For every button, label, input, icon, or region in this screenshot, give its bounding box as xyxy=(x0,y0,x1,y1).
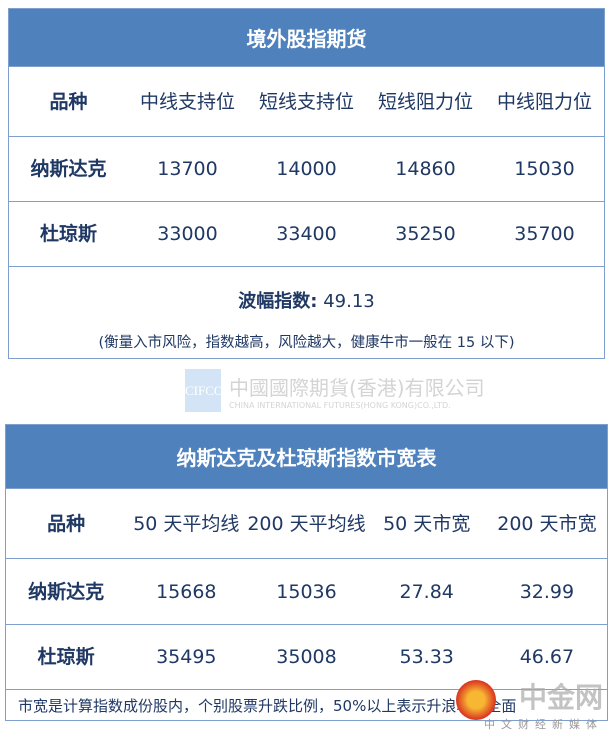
cell: 15036 xyxy=(276,580,337,603)
breadth-note-row: 市宽是计算指数成份股内，个别股票升跌比例，50%以上表示升浪较为全面 xyxy=(6,689,607,720)
volatility-note: (衡量入市风险，指数越高，风险越大，健康牛市一般在 15 以下) xyxy=(98,335,515,351)
row-label: 杜琼斯 xyxy=(39,223,97,245)
header-cell: 50 天平均线 xyxy=(133,512,240,535)
header-cell: 短线支持位 xyxy=(258,90,354,113)
header-row: 品种 中线支持位 短线支持位 短线阻力位 中线阻力位 xyxy=(9,66,604,136)
header-row: 品种 50 天平均线 200 天平均线 50 天市宽 200 天市宽 xyxy=(6,488,607,558)
cell: 33400 xyxy=(276,223,337,245)
breadth-note: 市宽是计算指数成份股内，个别股票升跌比例，50%以上表示升浪较为全面 xyxy=(18,696,517,715)
cifco-logo: CIFCO xyxy=(185,369,223,412)
cell: 27.84 xyxy=(399,580,454,603)
cell: 35250 xyxy=(395,223,456,245)
brand-name: 中金网 xyxy=(518,681,603,714)
header-cell: 200 天平均线 xyxy=(247,512,366,535)
cell: 14860 xyxy=(395,158,456,180)
row-label: 纳斯达克 xyxy=(28,580,105,603)
volatility-section: 波幅指数: 49.13 (衡量入市风险，指数越高，风险越大，健康牛市一般在 15… xyxy=(9,266,604,358)
header-cell: 50 天市宽 xyxy=(383,512,471,535)
table-row: 杜琼斯 33000 33400 35250 35700 xyxy=(9,201,604,266)
cell: 35495 xyxy=(156,646,217,668)
row-label: 杜琼斯 xyxy=(37,646,95,668)
header-cell: 品种 xyxy=(47,512,86,535)
header-cell: 200 天市宽 xyxy=(497,512,597,535)
table-row: 纳斯达克 15668 15036 27.84 32.99 xyxy=(6,558,607,624)
cifco-watermark: CIFCO 中國國際期貨(香港)有限公司 CHINA INTERNATIONAL … xyxy=(185,369,485,412)
header-cell: 短线阻力位 xyxy=(377,90,473,113)
futures-table: 境外股指期货 品种 中线支持位 短线支持位 短线阻力位 中线阻力位 纳斯达克 1… xyxy=(8,8,605,359)
cell: 32.99 xyxy=(519,580,575,603)
volatility-label: 波幅指数: xyxy=(238,291,318,312)
cell: 46.67 xyxy=(519,646,575,668)
volatility-index: 波幅指数: 49.13 xyxy=(238,287,374,313)
row-label: 纳斯达克 xyxy=(30,158,107,180)
header-cell: 品种 xyxy=(49,90,88,113)
watermark-cn: 中國國際期貨(香港)有限公司 xyxy=(229,375,485,400)
header-cell: 中线支持位 xyxy=(139,90,235,113)
volatility-value: 49.13 xyxy=(323,291,375,312)
zhongjin-watermark: 中金网 中文财经新媒体 xyxy=(484,676,603,732)
brand-tagline: 中文财经新媒体 xyxy=(484,718,603,731)
cell: 15030 xyxy=(514,158,575,180)
breadth-table: 纳斯达克及杜琼斯指数市宽表 品种 50 天平均线 200 天平均线 50 天市宽… xyxy=(5,424,608,721)
cell: 35008 xyxy=(276,646,337,668)
table-row: 纳斯达克 13700 14000 14860 15030 xyxy=(9,136,604,201)
cell: 35700 xyxy=(514,223,575,245)
cell: 14000 xyxy=(276,158,337,180)
table-row: 杜琼斯 35495 35008 53.33 46.67 xyxy=(6,624,607,689)
cell: 15668 xyxy=(156,580,217,603)
table-title: 境外股指期货 xyxy=(9,9,604,66)
header-cell: 中线阻力位 xyxy=(496,90,592,113)
table-title: 纳斯达克及杜琼斯指数市宽表 xyxy=(6,425,607,488)
zhongjin-logo-icon xyxy=(456,680,496,720)
cell: 13700 xyxy=(157,158,218,180)
cell: 53.33 xyxy=(399,646,454,668)
watermark-en: CHINA INTERNATIONAL FUTURES(HONG KONG)CO… xyxy=(229,400,451,410)
cell: 33000 xyxy=(157,223,218,245)
